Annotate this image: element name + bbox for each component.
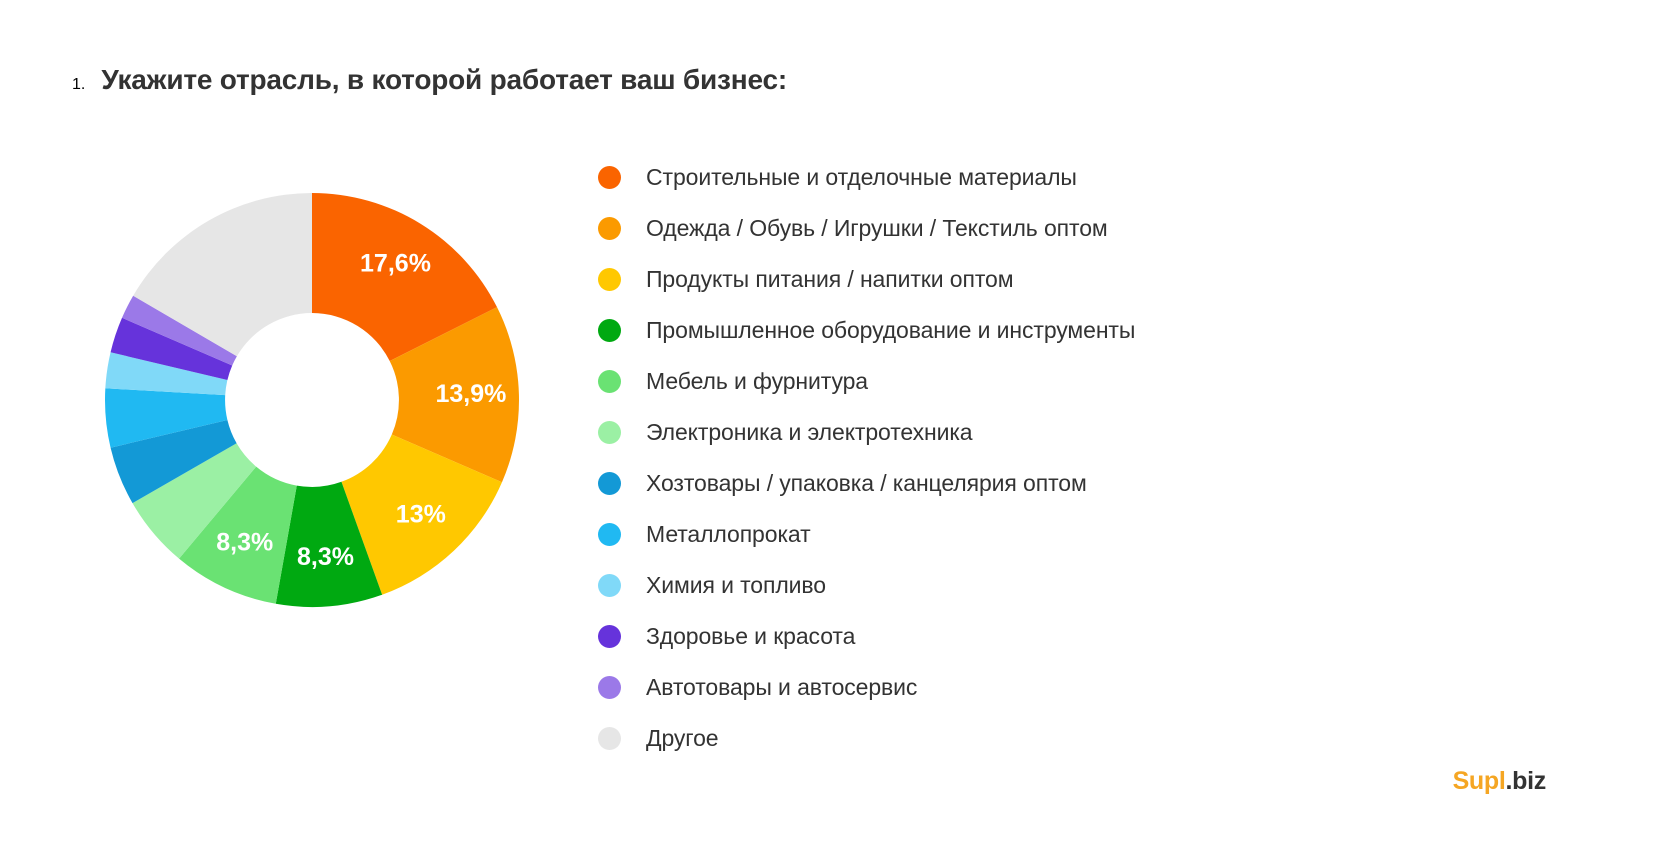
donut-slice-value-label: 8,3% [297, 543, 354, 571]
legend-item-label: Металлопрокат [646, 521, 811, 547]
chart-legend: Строительные и отделочные материалы Одежд… [598, 152, 1298, 764]
legend-item[interactable]: Хозтовары / упаковка / канцелярия оптом [598, 458, 1298, 509]
legend-color-swatch-icon [598, 676, 621, 699]
donut-slices [105, 193, 520, 607]
legend-color-swatch-icon [598, 472, 621, 495]
legend-color-swatch-icon [598, 625, 621, 648]
legend-item-label: Другое [646, 725, 719, 751]
legend-item[interactable]: Мебель и фурнитура [598, 356, 1298, 407]
page-title: 1. Укажите отрасль, в которой работает в… [72, 64, 787, 96]
legend-item[interactable]: Электроника и электротехника [598, 407, 1298, 458]
donut-slice-value-label: 8,3% [216, 529, 273, 557]
legend-item[interactable]: Строительные и отделочные материалы [598, 152, 1298, 203]
legend-item[interactable]: Металлопрокат [598, 509, 1298, 560]
legend-color-swatch-icon [598, 319, 621, 342]
donut-slice[interactable] [275, 481, 383, 607]
legend-item-label: Хозтовары / упаковка / канцелярия оптом [646, 470, 1087, 496]
legend-color-swatch-icon [598, 166, 621, 189]
legend-item-label: Электроника и электротехника [646, 419, 973, 445]
legend-item[interactable]: Промышленное оборудование и инструменты [598, 305, 1298, 356]
legend-item-label: Автотовары и автосервис [646, 674, 918, 700]
logo-brand-text: Supl [1452, 767, 1506, 795]
supl-biz-logo[interactable]: Supl.biz [1452, 767, 1547, 796]
donut-slice[interactable] [105, 388, 228, 448]
legend-item[interactable]: Автотовары и автосервис [598, 662, 1298, 713]
donut-slice-value-label: 13% [396, 500, 446, 528]
donut-chart: 17,6% 13,9% 13% 8,3% 8,3% [62, 140, 562, 660]
legend-color-swatch-icon [598, 421, 621, 444]
donut-chart-svg: 17,6% 13,9% 13% 8,3% 8,3% [105, 193, 520, 607]
legend-color-swatch-icon [598, 268, 621, 291]
donut-slice[interactable] [133, 193, 312, 357]
donut-slice[interactable] [341, 434, 502, 595]
donut-slice[interactable] [110, 317, 233, 380]
donut-slice[interactable] [105, 352, 228, 396]
donut-slice[interactable] [179, 466, 297, 604]
legend-item-label: Строительные и отделочные материалы [646, 164, 1077, 190]
donut-slice[interactable] [312, 193, 498, 362]
legend-item-label: Мебель и фурнитура [646, 368, 868, 394]
legend-item-label: Здоровье и красота [646, 623, 856, 649]
legend-color-swatch-icon [598, 523, 621, 546]
legend-item[interactable]: Химия и топливо [598, 560, 1298, 611]
legend-item[interactable]: Продукты питания / напитки оптом [598, 254, 1298, 305]
donut-slice-labels: 17,6% 13,9% 13% 8,3% 8,3% [216, 249, 506, 571]
legend-color-swatch-icon [598, 727, 621, 750]
donut-slice[interactable] [110, 420, 237, 504]
title-text: Укажите отрасль, в которой работает ваш … [101, 64, 787, 95]
legend-color-swatch-icon [598, 370, 621, 393]
legend-item-label: Химия и топливо [646, 572, 826, 598]
donut-slice[interactable] [132, 443, 257, 559]
legend-item[interactable]: Одежда / Обувь / Игрушки / Текстиль опто… [598, 203, 1298, 254]
legend-item-label: Одежда / Обувь / Игрушки / Текстиль опто… [646, 215, 1108, 241]
title-number: 1. [72, 76, 86, 93]
legend-item-label: Промышленное оборудование и инструменты [646, 317, 1136, 343]
legend-item-label: Продукты питания / напитки оптом [646, 266, 1014, 292]
donut-slice[interactable] [122, 295, 237, 366]
legend-item[interactable]: Здоровье и красота [598, 611, 1298, 662]
logo-tld-text: .biz [1505, 767, 1547, 795]
donut-slice[interactable] [389, 307, 520, 483]
legend-color-swatch-icon [598, 217, 621, 240]
legend-item[interactable]: Другое [598, 713, 1298, 764]
legend-color-swatch-icon [598, 574, 621, 597]
donut-slice-value-label: 17,6% [360, 249, 431, 277]
donut-slice-value-label: 13,9% [435, 380, 506, 408]
